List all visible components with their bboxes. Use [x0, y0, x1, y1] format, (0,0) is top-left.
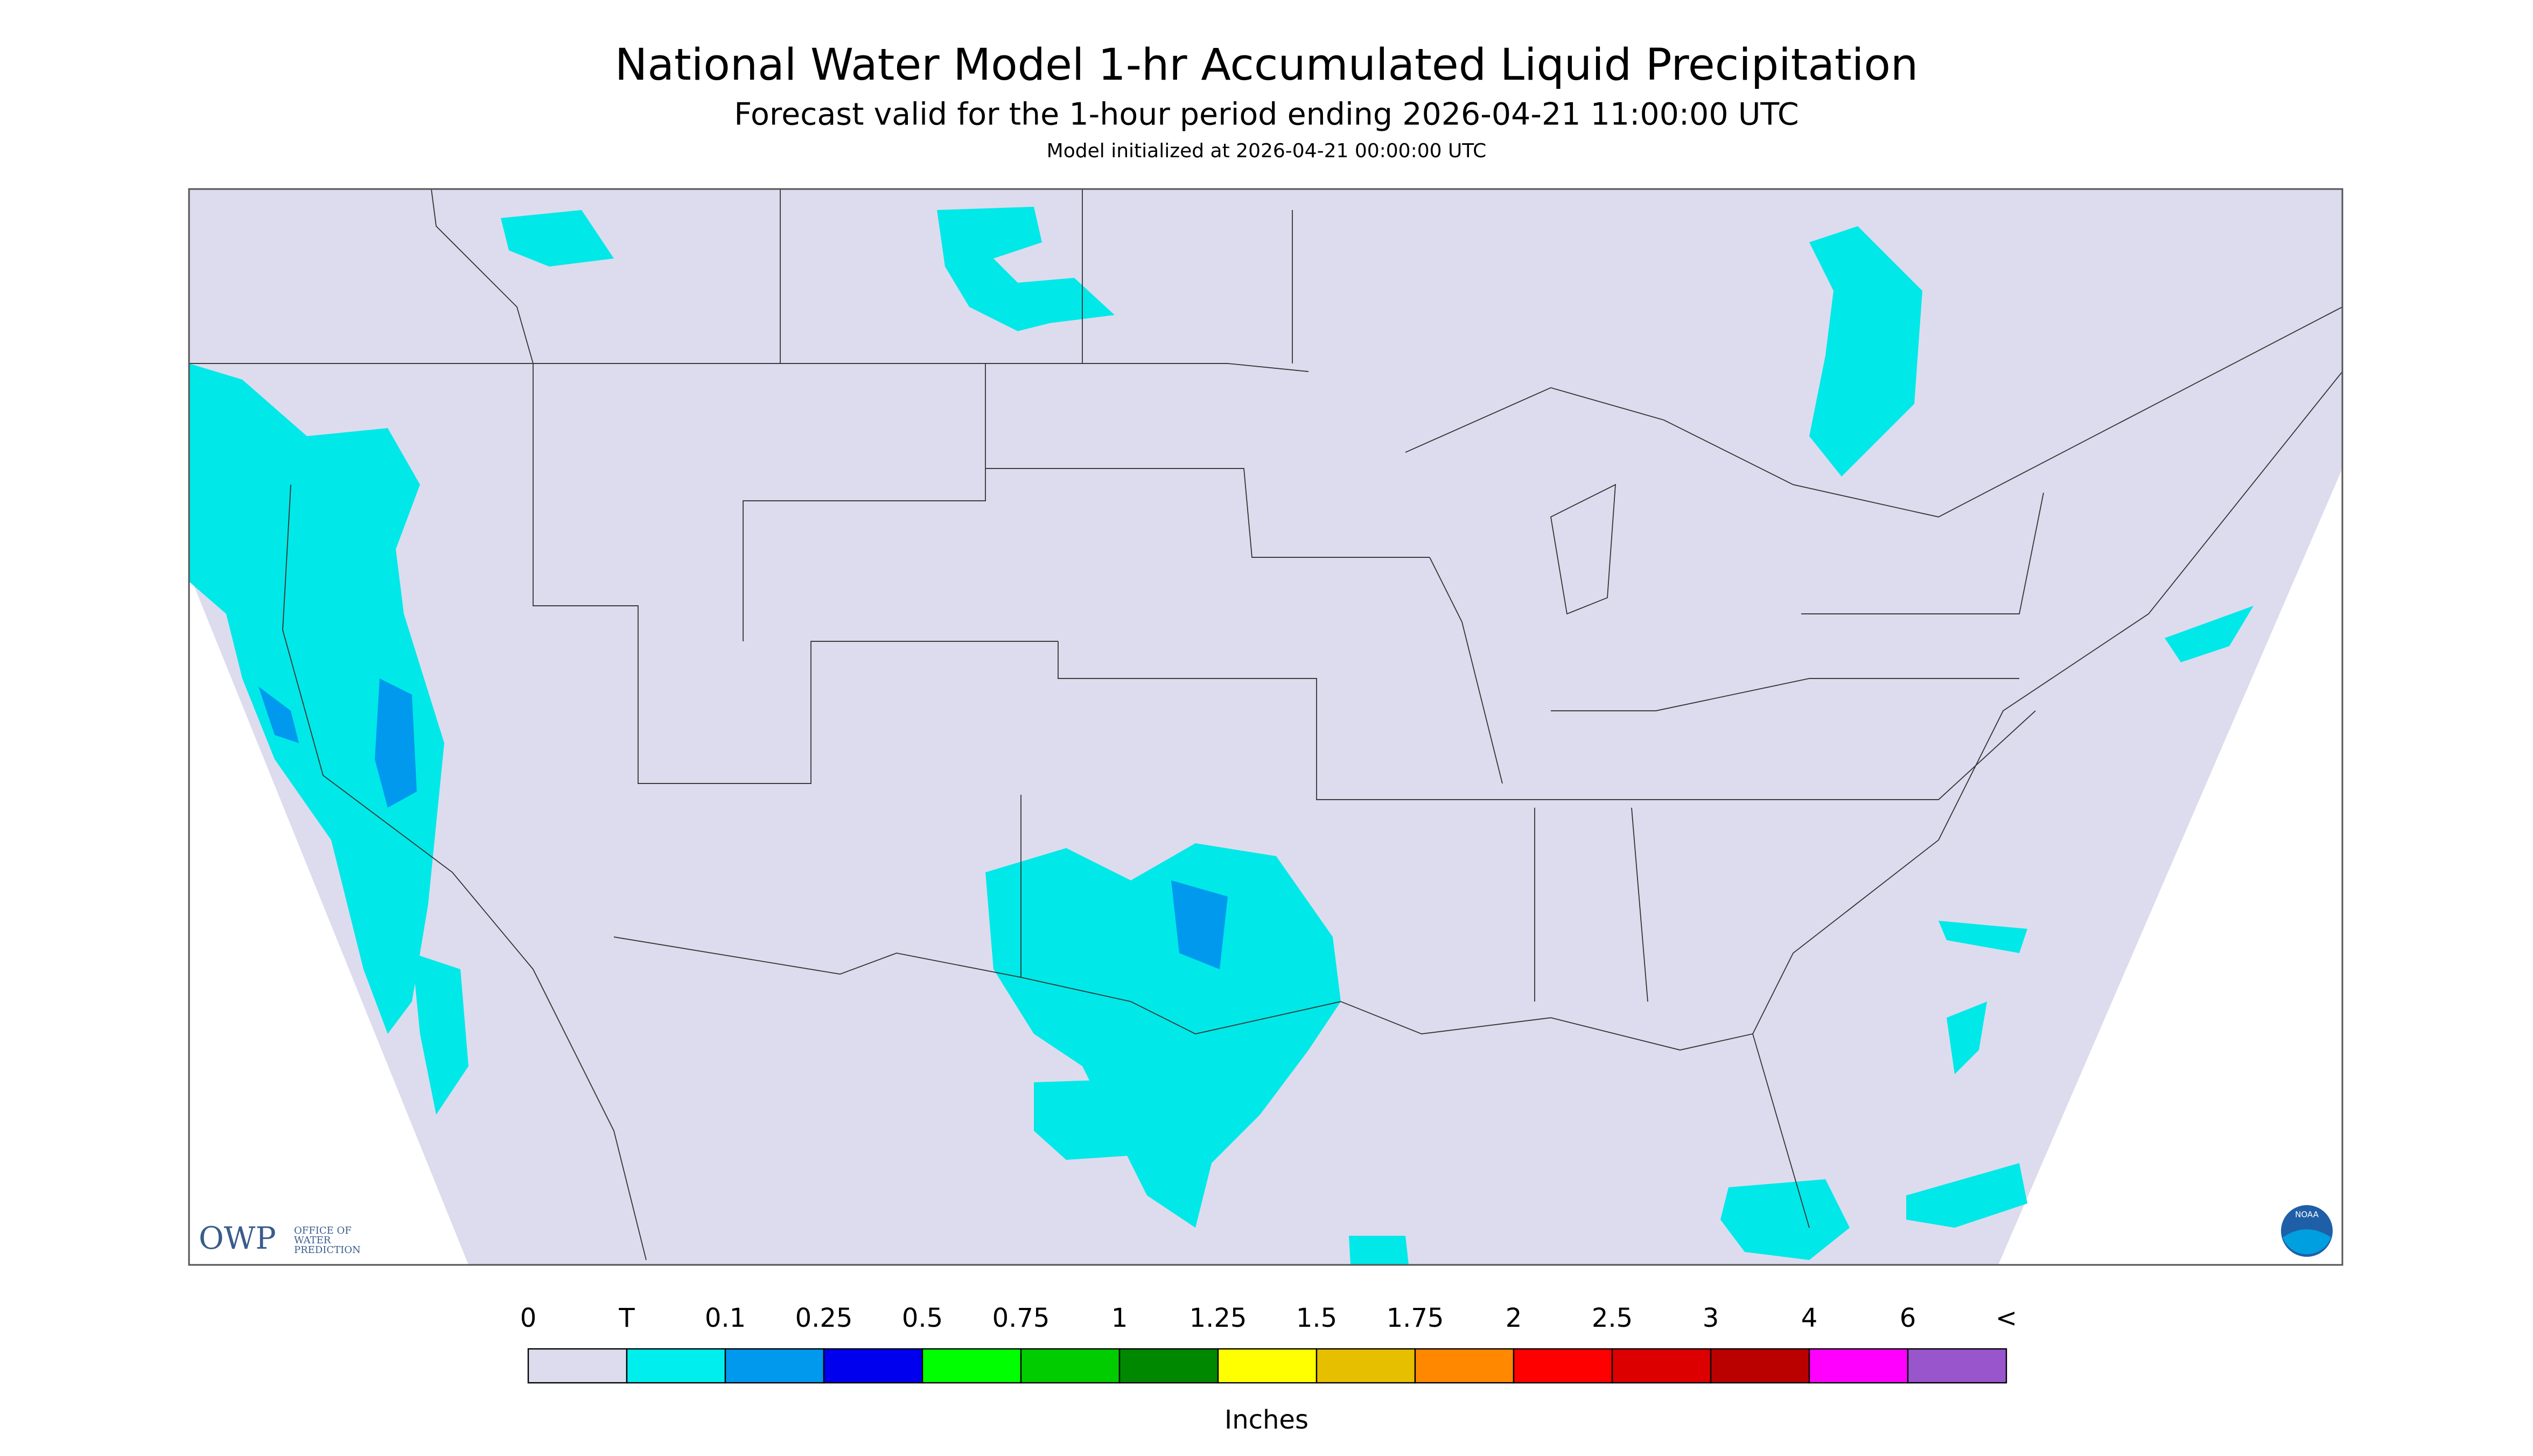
precip-area [2165, 606, 2254, 663]
precip-area [1906, 1163, 2027, 1228]
legend-label: 2.5 [1592, 1303, 1633, 1333]
precipitation [189, 207, 2254, 1265]
legend-swatch [823, 1348, 923, 1384]
precip-area [1809, 226, 1922, 477]
precip-area [1034, 1079, 1139, 1160]
legend-swatch [1414, 1348, 1515, 1384]
legend-units: Inches [1224, 1405, 1309, 1435]
precip-area [985, 843, 1341, 1228]
legend-swatch [1118, 1348, 1219, 1384]
legend-swatch [527, 1348, 628, 1384]
legend-swatch [724, 1348, 825, 1384]
legend-label: 4 [1801, 1303, 1818, 1333]
legend-label: 1.75 [1387, 1303, 1444, 1333]
legend-swatch [626, 1348, 726, 1384]
owp-text: PREDICTION [294, 1244, 361, 1256]
legend-label: 0.5 [902, 1303, 943, 1333]
legend-label: 3 [1703, 1303, 1719, 1333]
legend-label: 0.75 [992, 1303, 1050, 1333]
precip-area [1349, 1236, 1409, 1265]
precip-area [1720, 1179, 1850, 1261]
legend-swatch [1710, 1348, 1810, 1384]
map-frame [188, 188, 2343, 1266]
owp-text: WATER [294, 1235, 331, 1246]
legend-label: 1 [1111, 1303, 1128, 1333]
legend-swatch [921, 1348, 1022, 1384]
legend-label: 0 [520, 1303, 537, 1333]
owp-logo: OWP [199, 1221, 276, 1256]
legend-label: 6 [1900, 1303, 1916, 1333]
precip-area [1947, 1002, 1987, 1075]
legend-swatch [1513, 1348, 1613, 1384]
legend-label: 2 [1506, 1303, 1522, 1333]
subtitle: Forecast valid for the 1-hour period end… [734, 97, 1799, 132]
title: National Water Model 1-hr Accumulated Li… [615, 40, 1918, 90]
owp-text: OFFICE OF [294, 1225, 352, 1236]
precip-area [501, 210, 614, 267]
legend-label: 0.1 [705, 1303, 746, 1333]
legend: 0 T 0.1 0.25 0.5 0.75 1 1.25 1.5 1.75 2 2.5 3 4 6 < [520, 1303, 2017, 1384]
legend-label: 0.25 [795, 1303, 853, 1333]
legend-swatch [1217, 1348, 1318, 1384]
legend-swatch [1907, 1348, 2007, 1384]
noaa-wave [2283, 1229, 2331, 1255]
legend-label: T [618, 1303, 635, 1333]
precip-area [1939, 921, 2027, 954]
boundaries [189, 188, 2343, 1261]
noaa-text: NOAA [2295, 1210, 2319, 1220]
legend-swatch [1020, 1348, 1121, 1384]
precip-area [937, 207, 1115, 332]
map: OWP OFFICE OF WATER PREDICTION NOAA [188, 188, 2343, 1266]
legend-label: 1.25 [1189, 1303, 1247, 1333]
model-domain [189, 189, 2342, 1265]
legend-swatch [1611, 1348, 1712, 1384]
precip-area [189, 363, 444, 1034]
legend-swatch [1808, 1348, 1909, 1384]
legend-label: 1.5 [1296, 1303, 1337, 1333]
legend-label: < [1996, 1303, 2017, 1333]
init-note: Model initialized at 2026-04-21 00:00:00… [1047, 140, 1487, 162]
legend-swatch [1316, 1348, 1416, 1384]
precip-area [412, 953, 468, 1115]
